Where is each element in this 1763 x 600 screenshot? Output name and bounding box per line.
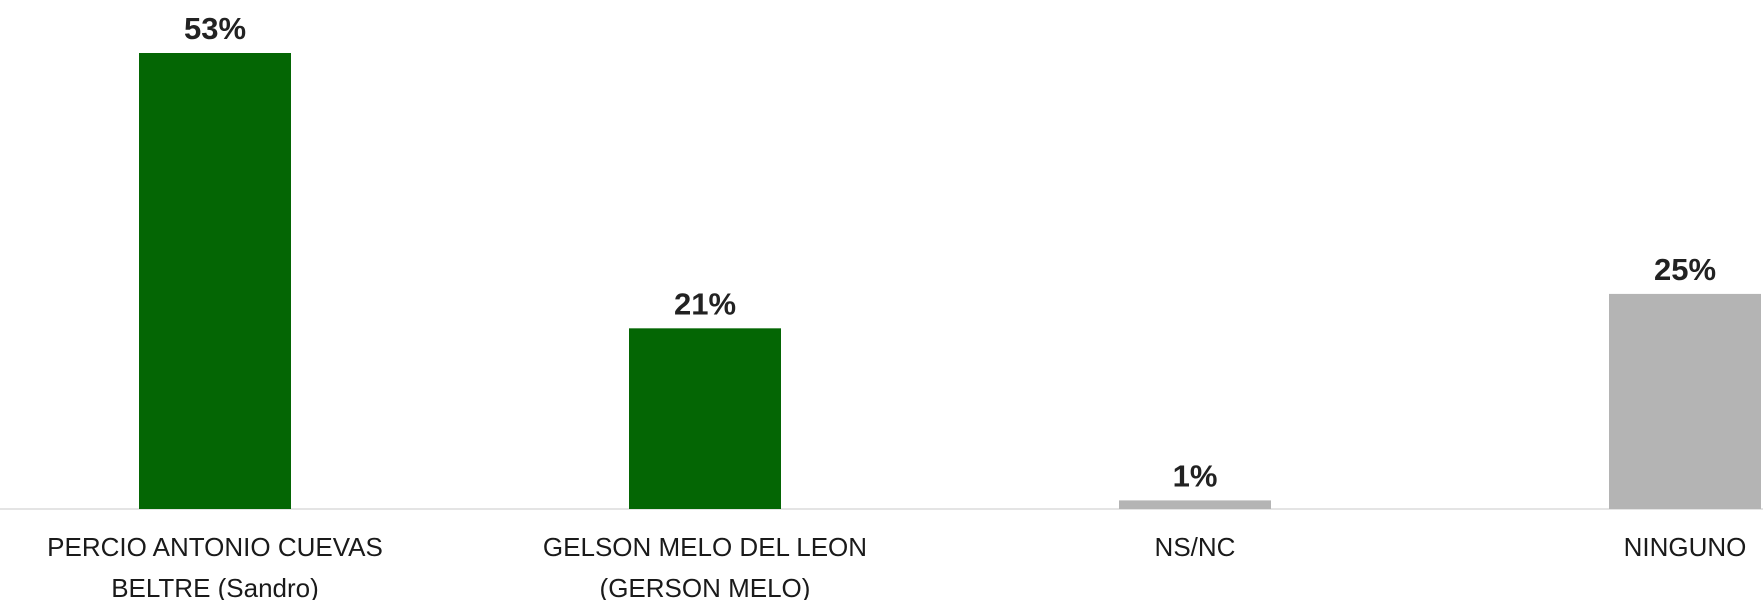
category-label-0: PERCIO ANTONIO CUEVAS BELTRE (Sandro) <box>47 532 383 600</box>
category-label-line: (GERSON MELO) <box>600 573 811 600</box>
bar-2 <box>1119 500 1271 509</box>
category-labels-group: PERCIO ANTONIO CUEVAS BELTRE (Sandro) GELS… <box>47 532 1746 600</box>
bars-group <box>139 53 1761 509</box>
category-label-line: NS/NC <box>1155 532 1236 562</box>
category-label-line: PERCIO ANTONIO CUEVAS <box>47 532 383 562</box>
category-label-line: GELSON MELO DEL LEON <box>543 532 867 562</box>
category-label-line: NINGUNO <box>1624 532 1747 562</box>
category-label-line: BELTRE (Sandro) <box>111 573 319 600</box>
bar-1 <box>629 328 781 509</box>
value-label-0: 53% <box>184 11 246 46</box>
category-label-3: NINGUNO <box>1624 532 1747 562</box>
value-label-1: 21% <box>674 286 736 321</box>
bar-0 <box>139 53 291 509</box>
bar-3 <box>1609 293 1761 509</box>
value-label-3: 25% <box>1654 252 1716 287</box>
category-label-2: NS/NC <box>1155 532 1236 562</box>
value-labels-group: 53% 21% 1% 25% <box>184 11 1716 493</box>
value-label-2: 1% <box>1173 458 1218 493</box>
category-label-1: GELSON MELO DEL LEON (GERSON MELO) <box>543 532 867 600</box>
